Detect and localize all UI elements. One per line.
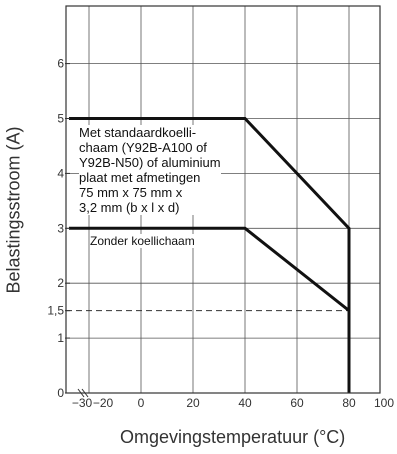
plot-frame xyxy=(65,5,381,398)
x-tick-label-7: 100 xyxy=(374,396,394,410)
y-tick-labels: 0 1 1,5 2 3 4 5 6 xyxy=(47,57,70,400)
heatsink-annotation-line: 75 mm x 75 mm x xyxy=(79,185,183,200)
heatsink-annotation-line: Met standaardkoelli- xyxy=(79,125,197,140)
y-tick-label-2: 1,5 xyxy=(47,304,64,318)
heatsink-annotation: Met standaardkoelli-chaam (Y92B-A100 of Y… xyxy=(79,125,221,215)
heatsink-annotation-line: plaat met afmetingen xyxy=(79,170,201,185)
heatsink-annotation-line: chaam (Y92B-A100 of xyxy=(79,140,207,155)
x-tick-label-0: −30 xyxy=(72,396,93,410)
plot-border xyxy=(65,5,381,394)
heatsink-annotation-line: Y92B-N50) of aluminium xyxy=(79,155,221,170)
y-axis-title: Belastingsstroom (A) xyxy=(3,126,24,294)
y-tick-label-3: 2 xyxy=(57,276,64,290)
x-tick-label-4: 40 xyxy=(238,396,252,410)
x-tick-label-3: 20 xyxy=(186,396,200,410)
heatsink-annotation-line: 3,2 mm (b x l x d) xyxy=(79,200,180,215)
x-tick-label-5: 60 xyxy=(290,396,304,410)
y-tick-label-5: 4 xyxy=(57,166,64,180)
y-tick-label-1: 1 xyxy=(57,331,64,345)
series-group xyxy=(69,117,351,393)
x-tick-label-6: 80 xyxy=(342,396,356,410)
x-axis-title: Omgevingstemperatuur (°C) xyxy=(120,427,346,447)
axis-break-mark-2 xyxy=(81,388,89,398)
series-line-1 xyxy=(69,226,351,393)
y-tick-label-6: 5 xyxy=(57,112,64,126)
y-tick-label-7: 6 xyxy=(57,57,64,71)
x-tick-label-2: 0 xyxy=(138,396,145,410)
axis-break-mark-1 xyxy=(77,388,85,398)
x-tick-label-1: −20 xyxy=(93,396,114,410)
x-tick-labels: −30 −20 0 20 40 60 80 100 xyxy=(72,396,395,410)
y-tick-label-0: 0 xyxy=(57,386,64,400)
no-heatsink-annotation: Zonder koellichaam xyxy=(90,234,195,248)
y-axis-title-box: Belastingsstroom (A) xyxy=(1,60,27,360)
y-tick-label-4: 3 xyxy=(57,221,64,235)
